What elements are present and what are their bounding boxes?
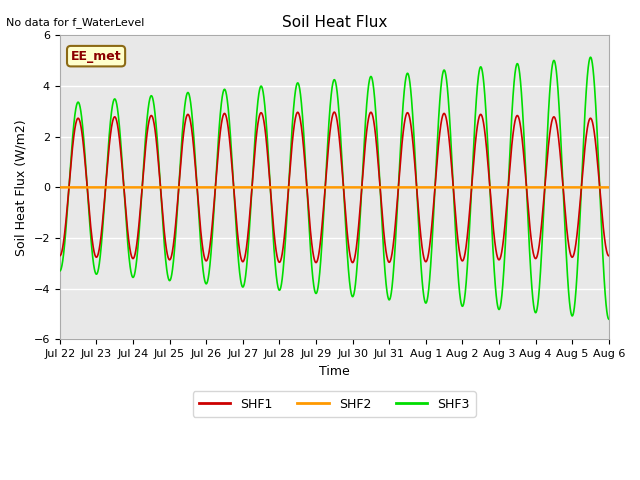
Y-axis label: Soil Heat Flux (W/m2): Soil Heat Flux (W/m2) xyxy=(15,119,28,256)
Text: EE_met: EE_met xyxy=(71,49,122,63)
Legend: SHF1, SHF2, SHF3: SHF1, SHF2, SHF3 xyxy=(193,391,476,417)
Text: No data for f_WaterLevel: No data for f_WaterLevel xyxy=(6,17,145,28)
Title: Soil Heat Flux: Soil Heat Flux xyxy=(282,15,387,30)
X-axis label: Time: Time xyxy=(319,365,349,378)
